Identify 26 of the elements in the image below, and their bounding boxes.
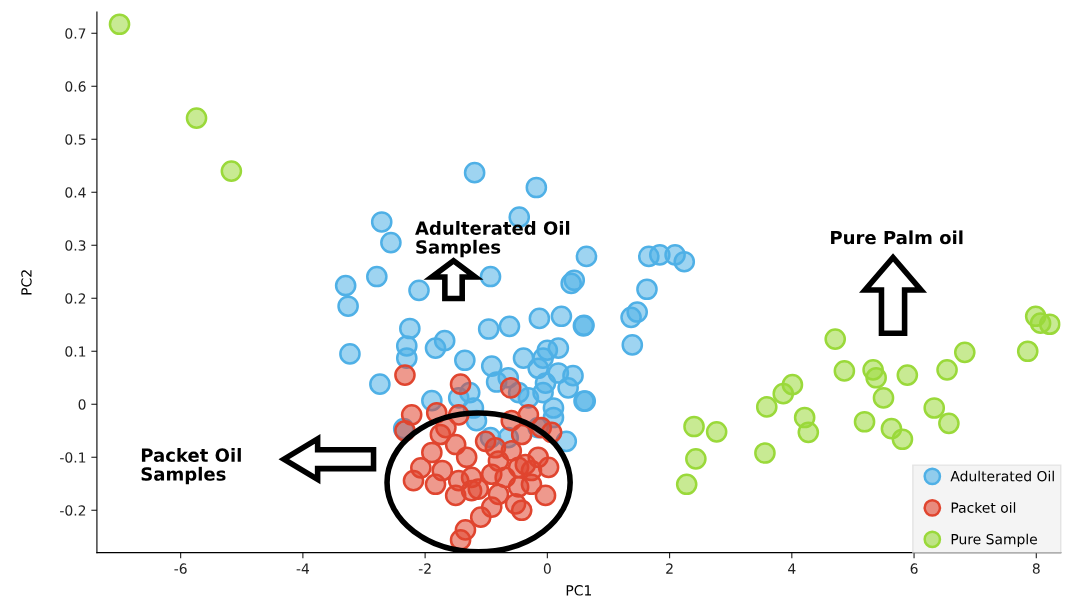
annotation: Packet Oil Samples xyxy=(141,448,241,485)
annotation: Adulterated Oil Samples xyxy=(415,220,570,258)
y-tick-label: 0.6 xyxy=(65,81,86,92)
x-tick-label: 6 xyxy=(910,563,918,574)
y-tick-label: -0.2 xyxy=(60,505,86,516)
x-tick-label: -6 xyxy=(174,563,187,574)
x-tick-label: 0 xyxy=(543,563,551,574)
annotation: Pure Palm oil xyxy=(831,230,963,245)
y-tick-label: -0.1 xyxy=(60,452,86,463)
x-tick-label: 8 xyxy=(1032,563,1040,574)
y-tick-label: 0.3 xyxy=(65,240,86,251)
y-tick-label: 0.7 xyxy=(65,28,86,39)
x-tick-label: -4 xyxy=(296,563,310,574)
y-tick-label: 0 xyxy=(78,399,86,410)
legend-label: Pure Sample xyxy=(951,533,1037,548)
x-tick-label: 4 xyxy=(788,563,796,574)
x-tick-label: -2 xyxy=(418,563,431,574)
y-tick-label: 0.5 xyxy=(65,134,86,145)
y-tick-label: 0.1 xyxy=(65,346,86,357)
y-tick-label: 0.4 xyxy=(65,187,86,198)
y-axis-title: PC2 xyxy=(21,270,32,295)
x-tick-label: 2 xyxy=(666,563,673,574)
x-axis-title: PC1 xyxy=(566,585,591,596)
y-tick-label: 0.2 xyxy=(65,293,86,304)
legend-label: Adulterated Oil xyxy=(950,470,1054,482)
legend-label: Packet oil xyxy=(951,502,1016,513)
